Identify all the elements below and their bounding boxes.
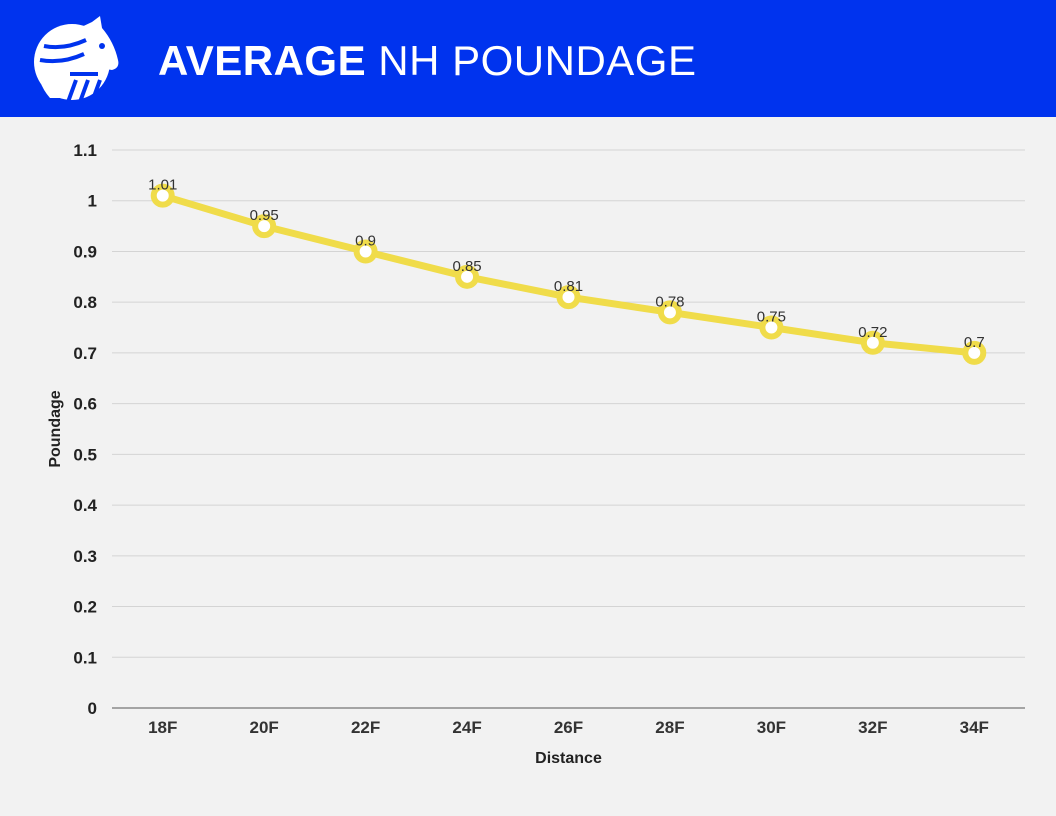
y-tick-label: 0.3: [73, 547, 97, 566]
data-label: 0.95: [250, 207, 279, 224]
x-tick-label: 24F: [452, 718, 481, 737]
x-tick-label: 30F: [757, 718, 786, 737]
horse-head-icon: [34, 16, 119, 102]
x-tick-label: 34F: [960, 718, 989, 737]
y-tick-label: 0.4: [73, 496, 97, 515]
y-tick-label: 0.7: [73, 344, 97, 363]
x-tick-label: 32F: [858, 718, 887, 737]
series-line: [159, 192, 978, 357]
data-label: 0.9: [355, 232, 376, 249]
title-bold: AVERAGE: [158, 37, 367, 84]
x-axis-label: Distance: [535, 750, 602, 767]
data-label: 0.75: [757, 309, 786, 326]
y-tick-label: 1.1: [73, 141, 97, 160]
data-point: [962, 340, 987, 365]
y-tick-label: 0.8: [73, 293, 97, 312]
y-tick-label: 0.6: [73, 395, 97, 414]
y-tick-label: 0: [88, 699, 97, 718]
data-label: 0.81: [554, 278, 583, 295]
x-tick-label: 28F: [655, 718, 684, 737]
gridlines: [112, 149, 1025, 658]
line-chart: 0 0.1 0.2 0.3 0.4 0.5 0.6 0.7 0.8 0.9 1 1.1 18F 20F 2…: [47, 141, 1025, 767]
x-axis-ticks: 18F 20F 22F 24F 26F 28F 30F 32F 34F: [148, 718, 989, 737]
data-labels: 1.01 0.95 0.9 0.85 0.81 0.78 0.75 0.72 0.7: [148, 177, 985, 351]
page-title: AVERAGE NH POUNDAGE: [158, 36, 696, 86]
title-rest: NH POUNDAGE: [378, 37, 697, 84]
data-point: [860, 330, 885, 355]
y-axis-ticks: 0 0.1 0.2 0.3 0.4 0.5 0.6 0.7 0.8 0.9 1 1.1: [73, 141, 97, 718]
data-label: 0.7: [964, 334, 985, 351]
y-tick-label: 0.5: [73, 445, 97, 464]
data-point: [455, 264, 480, 289]
y-tick-label: 0.2: [73, 598, 97, 617]
x-tick-label: 18F: [148, 718, 177, 737]
data-point: [759, 315, 784, 340]
x-tick-label: 20F: [250, 718, 279, 737]
data-point: [252, 214, 277, 239]
data-label: 0.85: [452, 258, 481, 275]
data-label: 0.72: [858, 324, 887, 341]
data-point: [353, 239, 378, 264]
data-point: [150, 183, 175, 208]
x-tick-label: 26F: [554, 718, 583, 737]
data-point: [556, 285, 581, 310]
series-markers: [150, 183, 987, 365]
data-point: [657, 300, 682, 325]
data-label: 0.78: [655, 293, 684, 310]
y-axis-label: Poundage: [47, 390, 64, 467]
x-tick-label: 22F: [351, 718, 380, 737]
y-tick-label: 0.9: [73, 242, 97, 261]
header-banner: AVERAGE NH POUNDAGE: [0, 0, 1056, 117]
y-tick-label: 0.1: [73, 648, 97, 667]
data-label: 1.01: [148, 177, 177, 194]
y-tick-label: 1: [88, 192, 97, 211]
